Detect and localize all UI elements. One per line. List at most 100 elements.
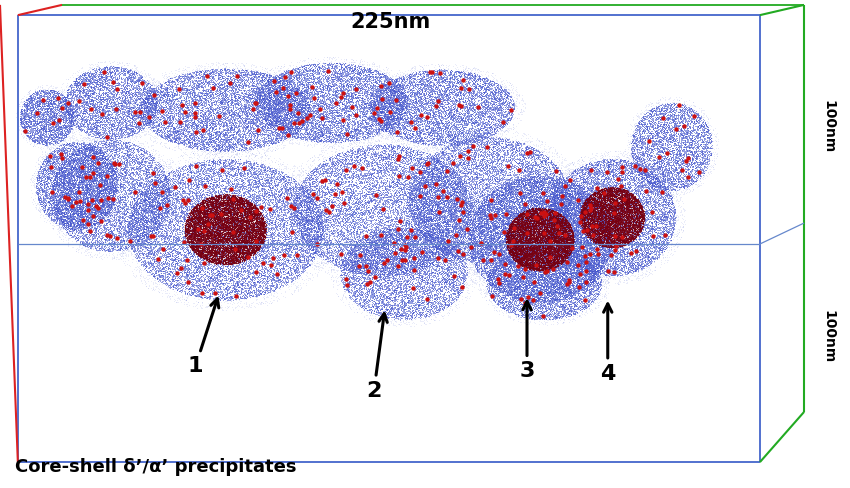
Point bbox=[325, 195, 338, 203]
Point bbox=[532, 209, 546, 217]
Point bbox=[200, 188, 213, 196]
Point bbox=[235, 199, 248, 206]
Point bbox=[551, 213, 564, 221]
Point bbox=[292, 133, 305, 141]
Point bbox=[99, 220, 113, 227]
Point bbox=[655, 211, 669, 219]
Point bbox=[516, 151, 530, 159]
Point bbox=[459, 200, 473, 208]
Point bbox=[654, 163, 668, 171]
Point bbox=[85, 93, 99, 101]
Point bbox=[244, 67, 258, 75]
Point bbox=[610, 244, 624, 252]
Point bbox=[576, 251, 590, 259]
Point bbox=[381, 82, 394, 90]
Point bbox=[342, 82, 355, 90]
Point bbox=[430, 99, 444, 107]
Point bbox=[166, 127, 179, 135]
Point bbox=[468, 191, 481, 199]
Point bbox=[592, 219, 606, 227]
Point bbox=[664, 161, 677, 168]
Point bbox=[361, 249, 375, 257]
Point bbox=[169, 284, 183, 291]
Point bbox=[65, 107, 79, 115]
Point bbox=[52, 179, 65, 186]
Point bbox=[585, 235, 598, 243]
Point bbox=[46, 81, 60, 89]
Point bbox=[360, 306, 373, 314]
Point bbox=[221, 93, 235, 101]
Point bbox=[38, 123, 52, 131]
Point bbox=[212, 127, 226, 135]
Point bbox=[520, 207, 534, 215]
Point bbox=[449, 211, 462, 219]
Point bbox=[456, 233, 470, 241]
Point bbox=[144, 169, 157, 177]
Point bbox=[533, 247, 547, 255]
Point bbox=[484, 95, 497, 102]
Point bbox=[533, 285, 547, 292]
Point bbox=[586, 202, 599, 209]
Point bbox=[473, 222, 486, 230]
Point bbox=[665, 168, 678, 176]
Point bbox=[306, 224, 320, 231]
Point bbox=[504, 251, 518, 259]
Point bbox=[337, 147, 350, 155]
Point bbox=[429, 302, 443, 309]
Point bbox=[230, 143, 243, 151]
Point bbox=[474, 286, 488, 294]
Point bbox=[609, 255, 622, 263]
Point bbox=[337, 106, 350, 114]
Point bbox=[648, 199, 661, 206]
Point bbox=[643, 195, 656, 203]
Point bbox=[412, 208, 426, 216]
Point bbox=[33, 183, 47, 190]
Point bbox=[547, 273, 560, 281]
Point bbox=[419, 254, 433, 262]
Point bbox=[414, 151, 428, 159]
Point bbox=[392, 155, 405, 163]
Point bbox=[366, 90, 380, 98]
Point bbox=[202, 196, 216, 204]
Point bbox=[45, 136, 59, 143]
Point bbox=[200, 211, 213, 219]
Point bbox=[293, 130, 307, 138]
Point bbox=[400, 148, 413, 156]
Point bbox=[514, 169, 528, 177]
Point bbox=[307, 234, 320, 242]
Point bbox=[520, 259, 534, 267]
Point bbox=[395, 187, 409, 195]
Point bbox=[614, 167, 627, 175]
Point bbox=[393, 175, 406, 183]
Point bbox=[468, 100, 482, 108]
Point bbox=[504, 263, 518, 270]
Point bbox=[178, 236, 192, 244]
Point bbox=[471, 121, 484, 128]
Point bbox=[332, 228, 345, 236]
Point bbox=[237, 274, 251, 282]
Point bbox=[547, 195, 561, 203]
Point bbox=[167, 254, 181, 262]
Point bbox=[581, 200, 595, 207]
Point bbox=[508, 271, 522, 279]
Point bbox=[105, 102, 118, 110]
Point bbox=[519, 208, 533, 216]
Point bbox=[127, 227, 140, 235]
Point bbox=[32, 89, 46, 97]
Point bbox=[37, 125, 51, 133]
Point bbox=[68, 180, 82, 187]
Point bbox=[436, 174, 450, 182]
Point bbox=[532, 255, 546, 263]
Point bbox=[267, 110, 280, 118]
Point bbox=[381, 82, 394, 90]
Point bbox=[341, 125, 354, 133]
Point bbox=[90, 183, 104, 191]
Point bbox=[562, 288, 575, 296]
Point bbox=[238, 229, 252, 237]
Point bbox=[526, 226, 540, 234]
Point bbox=[81, 80, 94, 88]
Point bbox=[631, 239, 644, 246]
Point bbox=[541, 294, 554, 302]
Point bbox=[547, 226, 560, 234]
Point bbox=[82, 221, 95, 228]
